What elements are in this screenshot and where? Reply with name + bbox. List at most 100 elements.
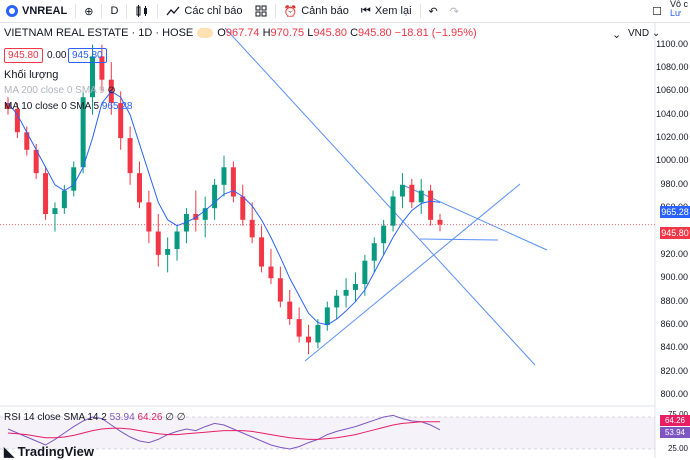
replay-label: Xem lại xyxy=(374,5,412,17)
currency-selector[interactable]: VND ⌄ xyxy=(628,28,661,39)
open-value: 967.74 xyxy=(225,27,260,39)
account-label: Vô c xyxy=(669,0,688,9)
price-axis-tick: 880.00 xyxy=(660,295,688,306)
price-axis-tick: 920.00 xyxy=(660,248,688,259)
candle-body xyxy=(409,184,415,203)
candle-body xyxy=(230,167,236,197)
rsi-value: 53.94 xyxy=(109,412,135,423)
rsi-axis-top: 75.00 xyxy=(656,410,690,419)
candle-body xyxy=(418,190,424,203)
candle-body xyxy=(428,190,434,220)
ma10-line xyxy=(7,90,441,326)
eye-off-icon[interactable]: ⊘ xyxy=(107,85,116,96)
candle-body xyxy=(136,173,142,203)
price-axis-tick: 980.00 xyxy=(660,178,688,189)
candle-body xyxy=(33,149,39,174)
trendline-horizontal xyxy=(419,238,499,241)
account-sub-label: Lư xyxy=(669,8,682,18)
tradingview-logo-icon: ◣ xyxy=(4,444,14,459)
candle-body xyxy=(61,190,67,209)
alert-label: Cảnh báo xyxy=(301,5,349,17)
candle-body xyxy=(174,231,180,250)
ma200-label: MA 200 close 0 SMA 9 xyxy=(4,85,105,96)
layout-button[interactable] xyxy=(249,0,273,22)
candle-body xyxy=(287,301,293,320)
candle-body xyxy=(352,284,358,290)
trendline-up xyxy=(304,183,521,362)
indicators-icon xyxy=(166,6,180,16)
candle-body xyxy=(296,319,302,337)
symbol-name: VNREAL xyxy=(22,5,68,17)
trendline-down xyxy=(224,27,536,366)
price-axis-tick: 860.00 xyxy=(660,318,688,329)
candle-body xyxy=(381,225,387,244)
candle-body xyxy=(24,132,30,150)
chart-title: VIETNAM REAL ESTATE · 1D · HOSE xyxy=(4,27,194,39)
currency-label: VND xyxy=(628,28,650,39)
candle-body xyxy=(390,196,396,226)
price-axis-tick: 820.00 xyxy=(660,365,688,376)
candle-body xyxy=(240,196,246,220)
low-value: 945.80 xyxy=(313,27,348,39)
sell-price-box[interactable]: 945.80 xyxy=(4,48,43,63)
price-axis-tick: 1000.00 xyxy=(656,155,689,166)
candle-body xyxy=(127,138,133,174)
candle-body xyxy=(146,202,152,232)
rsi-ma-line xyxy=(7,421,440,440)
chart-type-button[interactable] xyxy=(129,0,155,22)
candle-body xyxy=(14,108,20,133)
replay-button[interactable]: ⏮ Xem lại xyxy=(355,0,418,22)
candle-body xyxy=(399,184,405,197)
interval-button[interactable]: D xyxy=(104,0,124,22)
price-axis-tick: 900.00 xyxy=(660,272,688,283)
last-price-badge: 945.80 xyxy=(660,227,690,239)
low-label: L xyxy=(307,27,314,39)
candle-body xyxy=(52,208,58,214)
price-chart[interactable] xyxy=(0,23,690,458)
candle-body xyxy=(43,173,49,214)
ohlc-values: O967.74 H970.75 L945.80 C945.80 −18.81 (… xyxy=(217,27,476,39)
candle-body xyxy=(155,231,161,255)
rsi-empty-2: ∅ xyxy=(176,412,186,423)
ma10-label: MA 10 close 0 SMA 5 xyxy=(4,101,100,112)
candle-body xyxy=(165,249,171,255)
candle-body xyxy=(437,219,443,225)
tradingview-brand: ◣ TradingView xyxy=(4,444,94,460)
volume-label: Khối lượng xyxy=(4,69,59,81)
candle-body xyxy=(371,243,377,261)
top-toolbar: VNREAL ⊕ D Các chỉ báo ⏰ Cảnh báo ⏮ Xem … xyxy=(0,0,690,23)
fullscreen-button[interactable]: ☐ xyxy=(646,0,668,22)
redo-button[interactable]: ↷ xyxy=(444,0,465,22)
square-icon: ☐ xyxy=(652,5,662,18)
candles-icon xyxy=(136,5,148,17)
market-status-icon xyxy=(197,28,214,38)
candle-body xyxy=(90,56,96,98)
candle-body xyxy=(277,278,283,302)
alert-button[interactable]: ⏰ Cảnh báo xyxy=(278,0,355,22)
symbol-search[interactable]: VNREAL xyxy=(0,0,73,22)
candle-body xyxy=(306,336,312,343)
spread-value: 0.00 xyxy=(47,50,67,61)
undo-button[interactable]: ↶ xyxy=(423,0,444,22)
candle-body xyxy=(315,324,321,343)
rsi-legend: RSI 14 close SMA 14 2 53.94 64.26 ∅ ∅ xyxy=(4,412,185,423)
open-label: O xyxy=(217,27,226,39)
candle-body xyxy=(71,167,77,191)
ma10-indicator: MA 10 close 0 SMA 5 965.28 xyxy=(4,101,132,112)
price-axis-tick: 1060.00 xyxy=(656,85,689,96)
buy-price-box[interactable]: 945.80 xyxy=(68,48,107,63)
account-menu[interactable]: Vô c Lư xyxy=(668,0,690,22)
rsi-axis-bottom: 25.00 xyxy=(667,444,688,453)
legend-header: VIETNAM REAL ESTATE · 1D · HOSE O967.74 … xyxy=(4,27,477,39)
chevron-down-icon[interactable]: ⌄ xyxy=(612,29,622,41)
indicators-button[interactable]: Các chỉ báo xyxy=(160,0,248,22)
price-axis-tick: 1100.00 xyxy=(656,38,688,49)
change-value: −18.81 (−1.95%) xyxy=(394,27,477,39)
compare-button[interactable]: ⊕ xyxy=(78,0,99,22)
buy-price: 945.80 xyxy=(72,50,103,61)
candle-body xyxy=(362,260,368,285)
candle-body xyxy=(221,167,227,185)
sell-price: 945.80 xyxy=(8,50,39,61)
rsi-label: RSI 14 close SMA 14 2 xyxy=(4,412,107,423)
replay-icon: ⏮ xyxy=(360,4,371,17)
